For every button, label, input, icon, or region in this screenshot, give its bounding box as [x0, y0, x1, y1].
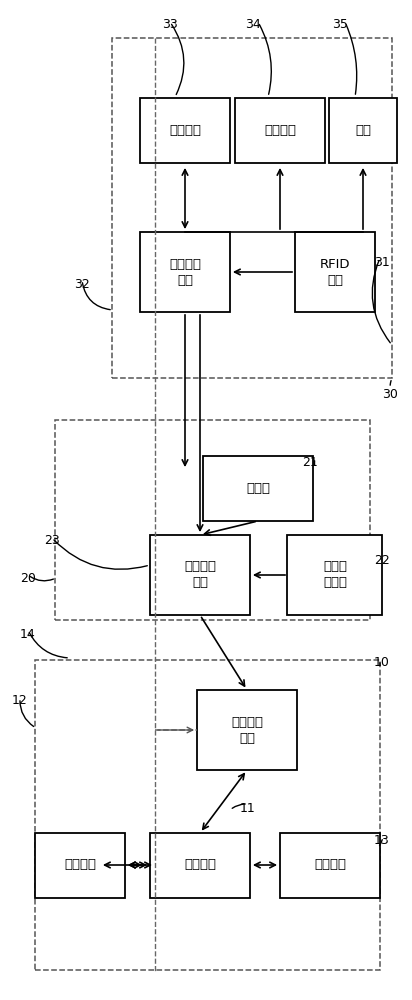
Bar [295, 232, 375, 312]
Text: 计时单元: 计时单元 [64, 858, 96, 871]
Text: 需求存
储单元: 需求存 储单元 [323, 560, 347, 589]
Bar [55, 420, 370, 620]
Text: 显示单元: 显示单元 [264, 123, 296, 136]
Text: 12: 12 [12, 694, 28, 706]
Bar [140, 98, 230, 162]
Bar [280, 832, 380, 898]
Text: 第三通讯
单元: 第三通讯 单元 [231, 716, 263, 744]
Bar [150, 535, 250, 615]
Text: 31: 31 [374, 255, 390, 268]
Text: 11: 11 [240, 802, 256, 814]
Bar [203, 456, 313, 520]
Bar [112, 38, 392, 378]
Text: 32: 32 [74, 278, 90, 292]
Text: 振动单元: 振动单元 [169, 123, 201, 136]
Text: 21: 21 [302, 456, 318, 468]
Bar [140, 232, 230, 312]
Text: 35: 35 [332, 18, 348, 31]
Text: 第一通讯
单元: 第一通讯 单元 [169, 257, 201, 286]
Bar [329, 98, 397, 162]
Text: RFID
标签: RFID 标签 [320, 257, 350, 286]
Text: 第二通讯
单元: 第二通讯 单元 [184, 560, 216, 589]
Text: 22: 22 [374, 554, 390, 566]
Text: 20: 20 [20, 572, 36, 584]
Bar [197, 690, 297, 770]
Text: 10: 10 [374, 656, 390, 668]
Bar [35, 660, 380, 970]
Bar [35, 832, 125, 898]
Text: 13: 13 [374, 834, 390, 846]
Text: 识别器: 识别器 [246, 482, 270, 494]
Text: 按键: 按键 [355, 123, 371, 136]
Bar [288, 535, 382, 615]
Text: 处理单元: 处理单元 [184, 858, 216, 871]
Text: 34: 34 [245, 18, 261, 31]
Text: 23: 23 [44, 534, 60, 546]
Text: 存储单元: 存储单元 [314, 858, 346, 871]
Text: 14: 14 [20, 629, 36, 642]
Bar [235, 98, 325, 162]
Text: 30: 30 [382, 388, 398, 401]
Bar [150, 832, 250, 898]
Text: 33: 33 [162, 18, 178, 31]
